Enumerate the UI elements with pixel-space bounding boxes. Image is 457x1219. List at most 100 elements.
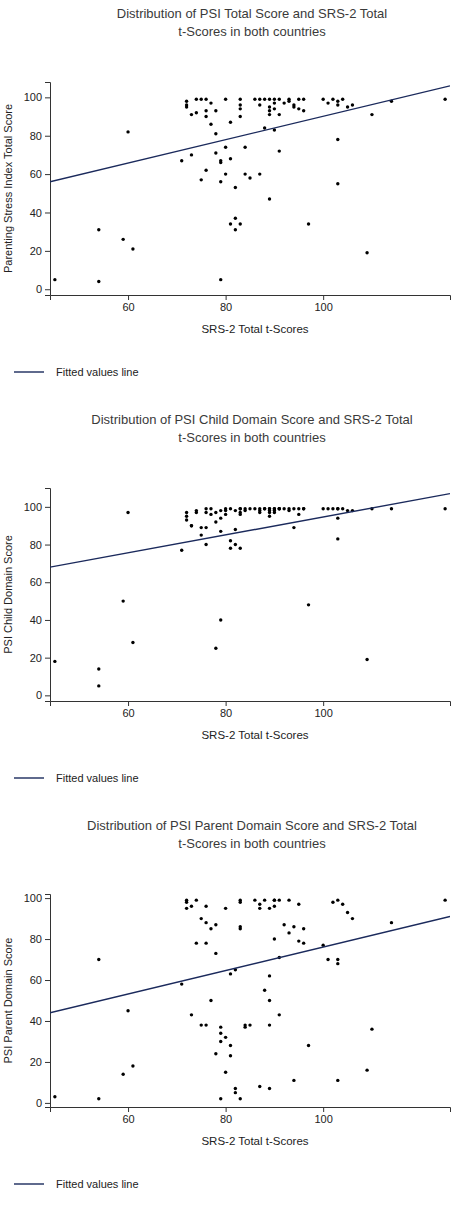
y-tick-mark [45, 97, 50, 98]
point [185, 105, 188, 108]
point [190, 524, 193, 527]
point [443, 898, 446, 901]
point [121, 1073, 124, 1076]
point [273, 107, 276, 110]
point [239, 507, 242, 510]
point [97, 958, 100, 961]
y-axis-line [45, 83, 51, 296]
point [239, 925, 242, 928]
y-axis: 020406080100 [24, 489, 51, 702]
x-tick-label: 80 [220, 301, 232, 313]
point [331, 507, 334, 510]
point [248, 176, 251, 179]
point [224, 907, 227, 910]
point [234, 509, 237, 512]
x-tick-mark [323, 701, 324, 706]
point [278, 507, 281, 510]
point [302, 507, 305, 510]
point [214, 1052, 217, 1055]
point [229, 222, 232, 225]
point [258, 103, 261, 106]
point [331, 98, 334, 101]
point [214, 132, 217, 135]
plot-area [50, 494, 450, 688]
x-tick: 80 [220, 1107, 232, 1125]
point [278, 98, 281, 101]
point [302, 98, 305, 101]
x-tick-mark [128, 295, 129, 300]
fitted-line [50, 917, 450, 1013]
y-tick: 60 [30, 974, 50, 986]
point [204, 1023, 207, 1026]
point [229, 157, 232, 160]
point [370, 113, 373, 116]
legend: Fitted values line [14, 1178, 139, 1190]
point [268, 974, 271, 977]
point [200, 533, 203, 536]
chart-page: Distribution of PSI Total Score and SRS-… [0, 0, 457, 1219]
y-tick: 60 [30, 576, 50, 588]
point [121, 599, 124, 602]
point [219, 278, 222, 281]
point [185, 900, 188, 903]
point [219, 1097, 222, 1100]
point [229, 121, 232, 124]
x-tick-mark [323, 1107, 324, 1112]
point [321, 98, 324, 101]
point [234, 228, 237, 231]
x-tick-mark [128, 1107, 129, 1112]
point [341, 98, 344, 101]
x-tick: 60 [122, 295, 134, 313]
y-tick-mark [45, 545, 50, 546]
y-tick: 20 [30, 245, 50, 257]
point [302, 927, 305, 930]
point [209, 123, 212, 126]
point [204, 109, 207, 112]
chart-panel: Distribution of PSI Parent Domain Score … [2, 818, 451, 1190]
point [229, 1044, 232, 1047]
point [336, 507, 339, 510]
point [200, 1023, 203, 1026]
chart-title: Distribution of PSI Child Domain Score a… [91, 412, 412, 427]
y-tick-label: 100 [24, 501, 42, 513]
point [204, 941, 207, 944]
y-tick-mark [45, 212, 50, 213]
point [336, 537, 339, 540]
y-axis-title: PSI Child Domain Score [2, 535, 14, 654]
y-tick-label: 100 [24, 892, 42, 904]
point [282, 101, 285, 104]
point [307, 222, 310, 225]
point [97, 1097, 100, 1100]
y-tick-label: 20 [30, 652, 42, 664]
y-tick-label: 60 [30, 974, 42, 986]
x-axis-line [51, 702, 451, 707]
point [229, 972, 232, 975]
point [200, 178, 203, 181]
point [268, 507, 271, 510]
point [97, 280, 100, 283]
point [258, 172, 261, 175]
point [336, 958, 339, 961]
point [243, 1025, 246, 1028]
y-tick-mark [45, 1103, 50, 1104]
point [219, 1040, 222, 1043]
point [243, 509, 246, 512]
point [209, 513, 212, 516]
point [209, 927, 212, 930]
point [336, 182, 339, 185]
point [243, 172, 246, 175]
point [273, 905, 276, 908]
point [219, 509, 222, 512]
x-axis: 6080100 [51, 1107, 451, 1125]
x-tick-mark [128, 701, 129, 706]
x-axis-title: SRS-2 Total t-Scores [201, 729, 308, 741]
point [287, 931, 290, 934]
point [214, 952, 217, 955]
point [287, 99, 290, 102]
point [219, 1032, 222, 1035]
point [185, 518, 188, 521]
point [292, 105, 295, 108]
point [302, 941, 305, 944]
point [336, 898, 339, 901]
point [268, 105, 271, 108]
